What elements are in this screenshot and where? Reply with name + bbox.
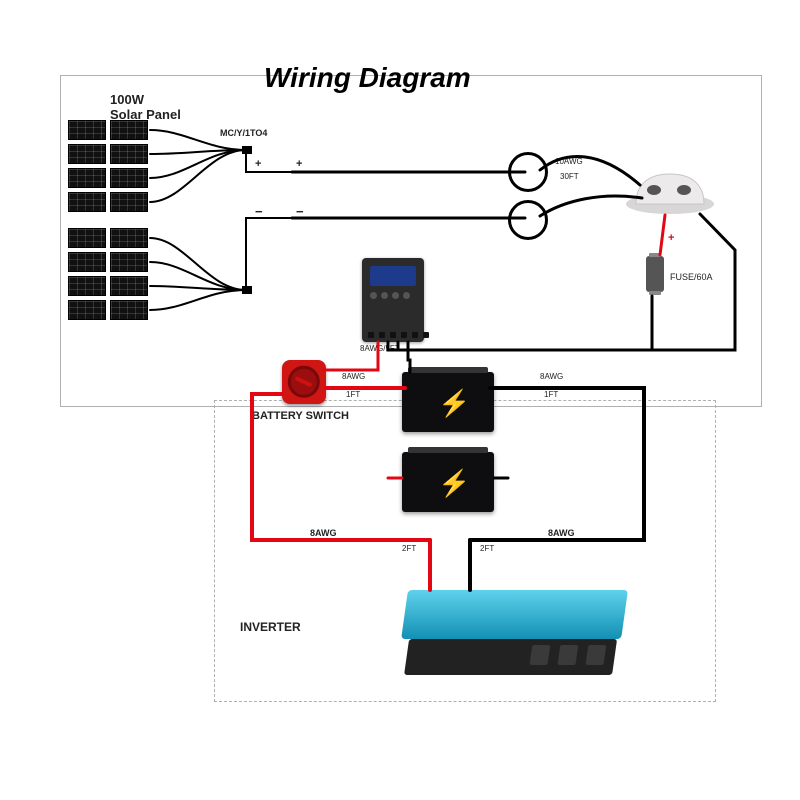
battery-1: ⚡ bbox=[402, 372, 494, 432]
controller-port bbox=[368, 332, 374, 338]
solar-panel bbox=[68, 144, 106, 164]
controller-button bbox=[381, 292, 388, 299]
fuse-cap bbox=[649, 253, 661, 257]
inverter-outlet bbox=[529, 645, 550, 665]
battery-top bbox=[408, 367, 488, 373]
cable-gland bbox=[624, 170, 716, 216]
solar-panel bbox=[110, 252, 148, 272]
battery-2: ⚡ bbox=[402, 452, 494, 512]
label: 8AWG bbox=[548, 528, 575, 538]
label: 8AWG bbox=[342, 372, 365, 381]
battery-top bbox=[408, 447, 488, 453]
controller-port bbox=[379, 332, 385, 338]
label: 8AWG bbox=[540, 372, 563, 381]
fuse-cap bbox=[649, 291, 661, 295]
controller-port bbox=[423, 332, 429, 338]
lightning-icon: ⚡ bbox=[438, 388, 470, 419]
controller-port bbox=[412, 332, 418, 338]
solar-panel bbox=[110, 192, 148, 212]
label: 2FT bbox=[402, 544, 416, 553]
solar-panel bbox=[68, 300, 106, 320]
controller-port bbox=[390, 332, 396, 338]
solar-panel bbox=[110, 276, 148, 296]
cable-loop bbox=[508, 152, 548, 192]
battery-switch bbox=[282, 360, 326, 404]
inverter-body bbox=[401, 590, 628, 639]
label: 2FT bbox=[480, 544, 494, 553]
label: 30FT bbox=[560, 172, 579, 181]
controller-button bbox=[392, 292, 399, 299]
solar-panel bbox=[110, 168, 148, 188]
battery-switch-knob bbox=[288, 366, 320, 398]
label: 8AWG bbox=[310, 528, 337, 538]
inverter-outlet bbox=[557, 645, 578, 665]
controller-button bbox=[370, 292, 377, 299]
lightning-icon: ⚡ bbox=[438, 468, 470, 499]
label: FUSE/60A bbox=[670, 272, 713, 282]
solar-panel bbox=[68, 120, 106, 140]
controller-button bbox=[403, 292, 410, 299]
charge-controller bbox=[362, 258, 424, 342]
label: MC/Y/1TO4 bbox=[220, 128, 267, 138]
solar-panel bbox=[110, 120, 148, 140]
diagram-title: Wiring Diagram bbox=[264, 62, 471, 94]
inverter-unit bbox=[396, 590, 628, 675]
inverter-face bbox=[404, 639, 617, 675]
solar-panel bbox=[110, 300, 148, 320]
fuse-holder bbox=[646, 256, 664, 292]
solar-panel bbox=[68, 276, 106, 296]
cable-loop bbox=[508, 200, 548, 240]
controller-port bbox=[401, 332, 407, 338]
label: 1FT bbox=[346, 390, 360, 399]
solar-panel bbox=[110, 228, 148, 248]
inverter-outlet bbox=[585, 645, 606, 665]
controller-ports bbox=[368, 332, 429, 338]
label: + bbox=[255, 158, 261, 170]
diagram-stage: Wiring Diagram 100W Solar Panel ⚡ ⚡ MC/Y/1T… bbox=[0, 0, 800, 800]
label: + bbox=[296, 158, 302, 170]
label: INVERTER bbox=[240, 620, 301, 634]
label: − bbox=[296, 204, 304, 219]
label: − bbox=[255, 204, 263, 219]
solar-panel bbox=[68, 252, 106, 272]
solar-panel bbox=[68, 192, 106, 212]
controller-buttons bbox=[370, 292, 410, 299]
controller-screen bbox=[370, 266, 416, 286]
label: BATTERY SWITCH bbox=[252, 410, 349, 422]
solar-panel bbox=[110, 144, 148, 164]
solar-panel bbox=[68, 168, 106, 188]
solar-panel bbox=[68, 228, 106, 248]
label: 10AWG bbox=[555, 157, 583, 166]
outer-frame bbox=[60, 75, 762, 407]
solar-panel-label: 100W Solar Panel bbox=[110, 92, 181, 122]
label: 1FT bbox=[544, 390, 558, 399]
label: 8AWG/5FT bbox=[360, 344, 400, 353]
label: + bbox=[668, 232, 674, 244]
